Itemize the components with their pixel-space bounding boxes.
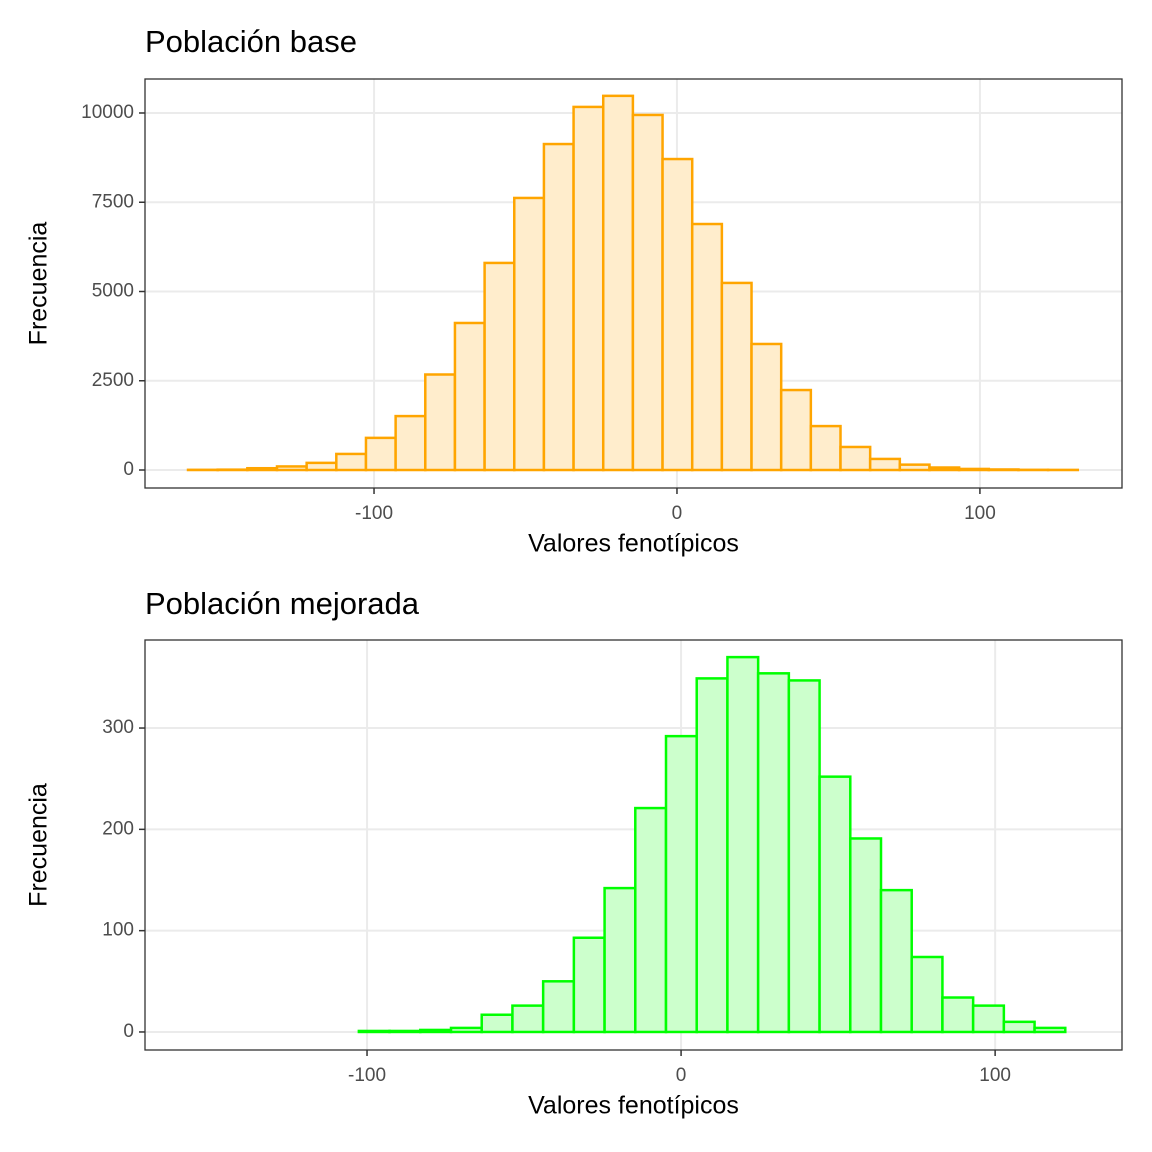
- histogram-bar: [941, 996, 975, 1034]
- y-tick-label: 10000: [81, 102, 134, 123]
- histogram-bar: [483, 261, 516, 472]
- histogram-bar: [695, 677, 729, 1034]
- histogram-bar: [818, 775, 852, 1034]
- histogram-bar: [394, 414, 427, 472]
- histogram-bar: [868, 457, 902, 472]
- x-tick-label: -100: [355, 503, 393, 524]
- histogram-bar: [971, 1004, 1006, 1034]
- histogram-bar: [480, 1013, 514, 1034]
- histogram-bar: [928, 466, 961, 472]
- y-tick-label: 300: [102, 717, 134, 738]
- histogram-bar: [726, 655, 760, 1034]
- chart-title: Población base: [145, 24, 357, 59]
- histogram-bar: [513, 196, 546, 472]
- histogram-bar: [910, 955, 944, 1034]
- histogram-bar: [424, 373, 457, 472]
- histogram-bar: [849, 837, 883, 1034]
- histogram-bar: [839, 445, 872, 472]
- histogram-bar: [750, 342, 783, 472]
- y-tick-label: 0: [123, 459, 134, 480]
- histogram-bar: [661, 157, 694, 472]
- histogram-bar: [601, 94, 635, 472]
- chart-title: Población mejorada: [145, 586, 420, 621]
- y-tick-label: 200: [102, 818, 134, 839]
- histogram-bar: [419, 1028, 453, 1034]
- histogram-bar: [957, 467, 991, 472]
- y-tick-label: 5000: [92, 281, 134, 302]
- histogram-bar: [631, 113, 664, 472]
- x-tick-label: -100: [348, 1065, 386, 1086]
- histogram-bar: [634, 806, 668, 1034]
- histogram-bar: [1002, 1020, 1036, 1034]
- y-tick-label: 2500: [92, 370, 134, 391]
- x-tick-label: 100: [964, 503, 996, 524]
- y-axis-title: Frecuencia: [25, 222, 53, 346]
- histogram-bar: [779, 388, 813, 472]
- histogram-bar: [275, 465, 308, 472]
- histogram-bar: [756, 672, 791, 1034]
- histogram-bar: [603, 886, 637, 1034]
- x-tick-label: 0: [672, 503, 683, 524]
- histogram-bar: [246, 466, 279, 472]
- histogram-bar: [987, 468, 1020, 472]
- histogram-bar: [690, 222, 724, 472]
- histogram-bar: [449, 1026, 483, 1034]
- x-axis-title: Valores fenotípicos: [528, 1092, 739, 1120]
- histogram-bar: [1033, 1026, 1067, 1034]
- histogram-bar: [364, 436, 397, 472]
- histogram-bar: [305, 461, 338, 472]
- histogram-bar: [572, 936, 606, 1034]
- x-axis-title: Valores fenotípicos: [528, 530, 739, 558]
- histogram-bar: [541, 980, 576, 1034]
- histogram-bar: [879, 888, 913, 1034]
- y-tick-label: 7500: [92, 191, 134, 212]
- histogram-bar: [388, 1029, 422, 1034]
- histogram-bar: [542, 142, 575, 472]
- histogram-bar: [787, 679, 821, 1034]
- histogram-bar: [511, 1004, 545, 1034]
- y-tick-label: 0: [123, 1021, 134, 1042]
- y-axis-title: Frecuencia: [25, 783, 53, 907]
- histogram-bar: [335, 452, 368, 472]
- histogram-bar: [664, 734, 698, 1034]
- histogram-bar: [572, 105, 605, 472]
- histogram-bar: [898, 463, 931, 472]
- histogram-bar: [809, 424, 842, 472]
- histogram-bar: [357, 1029, 391, 1034]
- histogram-bar: [453, 321, 486, 472]
- plot-border: [144, 78, 1123, 489]
- x-tick-label: 0: [676, 1065, 687, 1086]
- plot-border: [144, 639, 1123, 1051]
- y-tick-label: 100: [102, 920, 134, 941]
- x-tick-label: 100: [979, 1065, 1011, 1086]
- histogram-bar: [720, 281, 753, 472]
